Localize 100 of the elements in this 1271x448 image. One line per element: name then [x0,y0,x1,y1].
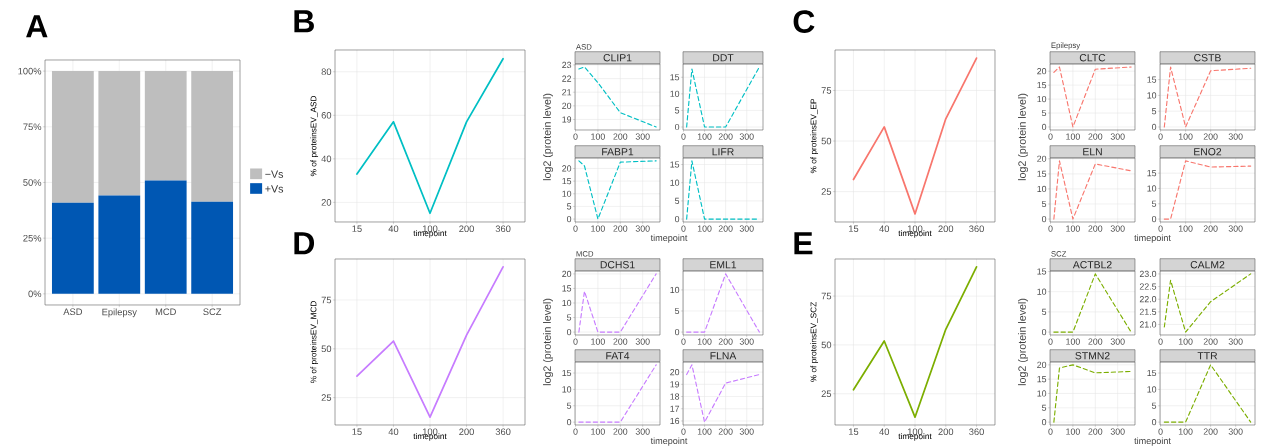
x-tick-label: 300 [1228,428,1243,435]
x-tick-label: 200 [459,225,474,233]
x-tick-label: 200 [613,225,628,232]
chart-title: FABP1 [602,148,634,156]
y-tick-label: 17 [670,405,680,412]
x-tick-label: Epilepsy [102,308,137,318]
y-axis-title: % of proteinsEV_ASD [310,95,319,177]
y-tick-label: 75 [821,87,832,94]
x-tick-label: 15 [352,225,362,232]
x-axis-title: timepoint [898,230,932,238]
chart-title: A [26,15,48,38]
y-tick-label: 0% [28,290,42,298]
x-tick-label: 0 [681,225,686,232]
y-tick-label: 15 [670,161,680,168]
y-tick-label: 25% [23,234,42,242]
y-tick-label: 80 [321,68,332,76]
line-series [686,364,760,423]
y-tick-label: 20 [1037,361,1047,368]
y-tick-label: 5 [1042,109,1047,117]
y-tick-label: 21.0 [1139,321,1157,328]
y-tick-label: 15 [1147,170,1157,177]
chart-title: CSTB [1194,54,1221,62]
line-series [852,265,978,419]
x-tick-label: 200 [718,133,733,140]
x-tick-label: 200 [613,133,628,140]
x-tick-label: 300 [1110,428,1125,435]
line-series [1053,364,1132,423]
x-tick-label: 0 [1048,428,1053,435]
y-tick-label: 5 [1042,200,1047,208]
chart-title: C [793,10,815,33]
x-tick-label: 200 [1088,428,1103,435]
x-tick-label: 0 [1048,133,1053,140]
bar [51,71,94,203]
x-tick-label: 40 [388,428,399,436]
x-tick-label: 100 [1178,338,1193,345]
y-tick-label: 5 [567,314,572,321]
x-tick-label: 0 [573,133,578,140]
y-axis-title: % of proteinsEV_EP [810,98,819,174]
y-tick-label: 20 [562,270,572,278]
y-tick-label: 20 [321,199,332,206]
x-tick-label: 300 [739,428,754,435]
bar [144,71,187,181]
y-tick-label: 0 [1151,123,1157,131]
chart-title: EML1 [710,261,737,269]
y-tick-label: 21.5 [1139,308,1157,315]
line-series [578,66,657,128]
line-series [1163,160,1252,220]
chart-title: CALM2 [1190,261,1225,269]
x-tick-label: 100 [1066,225,1080,232]
line-series [852,57,978,215]
chart-title: D [294,232,315,255]
x-tick-label: 100 [591,428,605,435]
x-tick-label: 40 [879,428,890,436]
x-tick-label: 360 [495,225,511,233]
y-tick-label: 5 [1152,200,1157,207]
chart-title: ACTBL2 [1072,261,1112,269]
y-tick-label: 10 [1147,386,1157,393]
y-tick-label: 10 [670,179,680,186]
y-tick-label: 10 [562,299,572,307]
y-tick-label: 18 [670,393,680,400]
x-tick-label: 360 [969,428,984,436]
x-tick-label: 100 [1178,225,1193,232]
x-tick-label: 200 [1203,338,1218,345]
x-tick-label: 100 [697,133,712,140]
y-tick-label: 0 [1041,419,1047,426]
x-tick-label: 200 [1203,133,1218,140]
line-series [1163,66,1252,128]
x-tick-label: 40 [388,225,399,233]
x-tick-label: 360 [495,428,511,436]
y-tick-label: 10 [1147,92,1157,99]
chart-title: STMN2 [1075,352,1110,360]
y-tick-label: 10 [1147,185,1157,192]
legend-label: −Vs [265,170,284,178]
y-tick-label: 10 [1037,95,1047,103]
y-tick-label: 50 [321,345,332,353]
y-tick-label: 0 [674,123,680,131]
y-tick-label: 75 [321,296,332,304]
x-tick-label: 300 [739,225,754,232]
x-tick-label: 200 [718,428,733,435]
y-tick-label: 0 [1041,215,1047,223]
y-tick-label: 0 [1151,419,1157,426]
x-tick-label: 300 [739,133,754,140]
y-tick-label: 22.5 [1139,283,1157,290]
y-tick-label: 22 [562,75,572,82]
y-tick-label: 20 [1037,155,1047,162]
line-series [1053,160,1132,220]
bar [144,180,187,294]
x-tick-label: 0 [681,428,686,435]
x-tick-label: 100 [591,133,605,140]
y-tick-label: 15 [562,285,572,292]
x-tick-label: 15 [848,225,859,232]
x-tick-label: 0 [1158,225,1163,232]
x-tick-label: 300 [739,338,754,345]
x-tick-label: 0 [681,133,686,140]
y-tick-label: 20 [1037,68,1047,75]
y-tick-label: 50 [821,341,832,349]
y-tick-label: 15 [1147,76,1157,83]
x-tick-label: 200 [459,428,474,436]
y-tick-label: 0 [566,328,572,336]
y-tick-label: 75 [821,292,832,300]
